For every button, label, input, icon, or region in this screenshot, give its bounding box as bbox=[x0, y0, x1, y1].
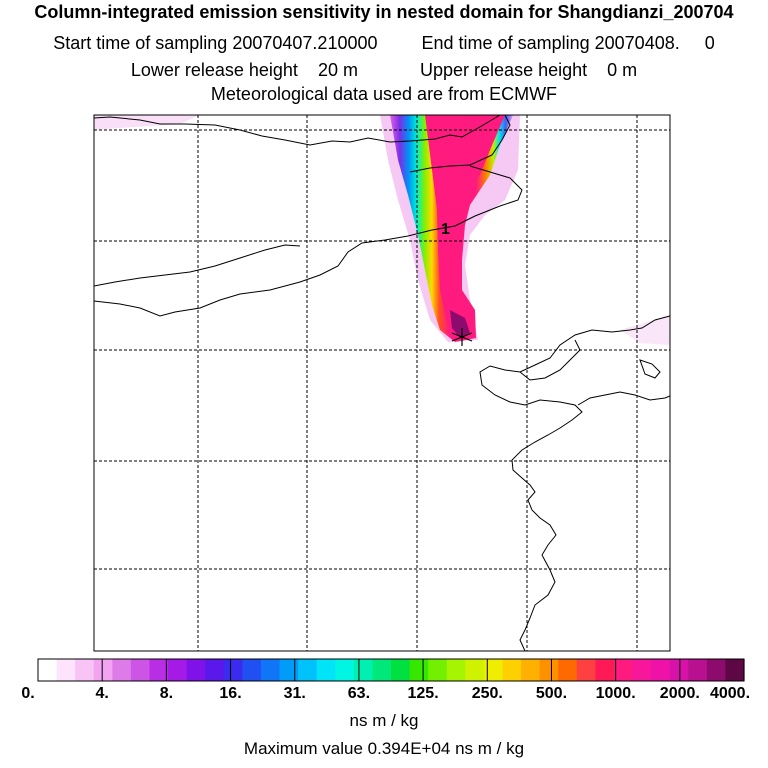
colorbar-segment bbox=[316, 659, 336, 681]
colorbar-segment bbox=[465, 659, 485, 681]
colorbar-segment bbox=[446, 659, 466, 681]
upper-height-label: Upper release height bbox=[420, 60, 588, 80]
border-line-west bbox=[94, 244, 301, 287]
colorbar-segment bbox=[391, 659, 411, 681]
sensitivity-faint-field-east bbox=[620, 315, 670, 345]
colorbar-segment bbox=[130, 659, 151, 681]
upper-height-value: 0 m bbox=[607, 60, 638, 80]
border-line-north bbox=[94, 115, 501, 146]
colorbar-segment bbox=[353, 659, 374, 681]
colorbar-tick-label: 8. bbox=[159, 685, 174, 702]
colorbar-segment bbox=[279, 659, 299, 681]
sampling-times: Start time of sampling 20070407.210000 E… bbox=[0, 33, 768, 54]
colorbar-segment bbox=[521, 659, 541, 681]
end-time-label: End time of sampling bbox=[421, 33, 590, 53]
release-marker-label: 1 bbox=[441, 221, 450, 238]
map-boundaries bbox=[94, 115, 670, 651]
colorbar-tick-label: 0. bbox=[21, 685, 35, 702]
colorbar-tick-label: 31. bbox=[283, 685, 306, 702]
sensitivity-plume-core bbox=[425, 115, 505, 338]
colorbar-segment bbox=[56, 659, 76, 681]
start-time-value: 20070407.210000 bbox=[232, 33, 378, 53]
colorbar-segment bbox=[112, 659, 132, 681]
colorbar-frame bbox=[37, 658, 745, 682]
colorbar-segment bbox=[688, 659, 708, 681]
graticule bbox=[94, 115, 670, 651]
colorbar-units: ns m / kg bbox=[349, 711, 419, 730]
end-time-value: 20070408. 0 bbox=[594, 33, 715, 53]
colorbar-segment bbox=[75, 659, 95, 681]
release-heights: Lower release height 20 m Upper release … bbox=[0, 60, 768, 81]
colorbar-segment bbox=[38, 659, 58, 681]
colorbar-segment bbox=[706, 659, 727, 681]
colorbar-segment bbox=[725, 659, 745, 681]
colorbar-segment bbox=[205, 659, 225, 681]
colorbar-segment bbox=[483, 659, 504, 681]
colorbar-tick-label: 2000. bbox=[659, 685, 700, 702]
border-line-east-loop bbox=[94, 165, 523, 317]
colorbar-segment bbox=[632, 659, 652, 681]
colorbar-segment bbox=[260, 659, 281, 681]
colorbar-tick-label: 63. bbox=[347, 685, 371, 702]
colorbar-segments bbox=[38, 659, 745, 681]
coastline bbox=[479, 315, 670, 651]
colorbar-segment bbox=[298, 659, 318, 681]
colorbar-segment bbox=[669, 659, 689, 681]
map-frame bbox=[93, 114, 671, 652]
colorbar-segment bbox=[149, 659, 169, 681]
coastline-inner bbox=[519, 339, 581, 381]
colorbar-tick-label: 4. bbox=[95, 685, 109, 702]
colorbar-tick-label: 500. bbox=[535, 685, 568, 702]
plot-title: Column-integrated emission sensitivity i… bbox=[34, 2, 734, 22]
colorbar-segment bbox=[223, 659, 243, 681]
colorbar-segment bbox=[372, 659, 392, 681]
start-time-label: Start time of sampling bbox=[53, 33, 228, 53]
maximum-value: Maximum value 0.394E+04 ns m / kg bbox=[243, 739, 525, 758]
colorbar-tick-label: 250. bbox=[471, 685, 503, 702]
met-data-note: Meteorological data used are from ECMWF bbox=[210, 84, 558, 104]
lower-height-label: Lower release height bbox=[130, 60, 298, 80]
colorbar-segment bbox=[335, 659, 355, 681]
colorbar-tick-label: 4000. bbox=[709, 685, 751, 702]
sensitivity-faint-field-northwest bbox=[94, 115, 200, 130]
colorbar-segment bbox=[613, 659, 634, 681]
sensitivity-plume bbox=[390, 115, 513, 342]
sensitivity-plume-peak bbox=[450, 310, 470, 338]
coastline-peninsula bbox=[577, 391, 670, 406]
colorbar-segment bbox=[93, 659, 113, 681]
colorbar-segment bbox=[168, 659, 188, 681]
colorbar-ticks bbox=[101, 659, 681, 681]
colorbar-tick-label: 125. bbox=[407, 685, 439, 702]
colorbar-tick-label: 1000. bbox=[595, 685, 636, 702]
colorbar-segment bbox=[576, 659, 596, 681]
colorbar-segment bbox=[242, 659, 262, 681]
release-site-star bbox=[451, 328, 473, 346]
colorbar-segment bbox=[539, 659, 559, 681]
border-line-northeast bbox=[409, 115, 511, 173]
lower-height-value: 20 m bbox=[317, 60, 358, 80]
colorbar-segment bbox=[186, 659, 206, 681]
island bbox=[639, 359, 661, 379]
colorbar-segment bbox=[558, 659, 578, 681]
colorbar-segment bbox=[595, 659, 615, 681]
colorbar-segment bbox=[428, 659, 448, 681]
colorbar-segment bbox=[651, 659, 671, 681]
colorbar-segment bbox=[409, 659, 429, 681]
colorbar-tick-label: 16. bbox=[219, 685, 242, 702]
colorbar-segment bbox=[502, 659, 522, 681]
